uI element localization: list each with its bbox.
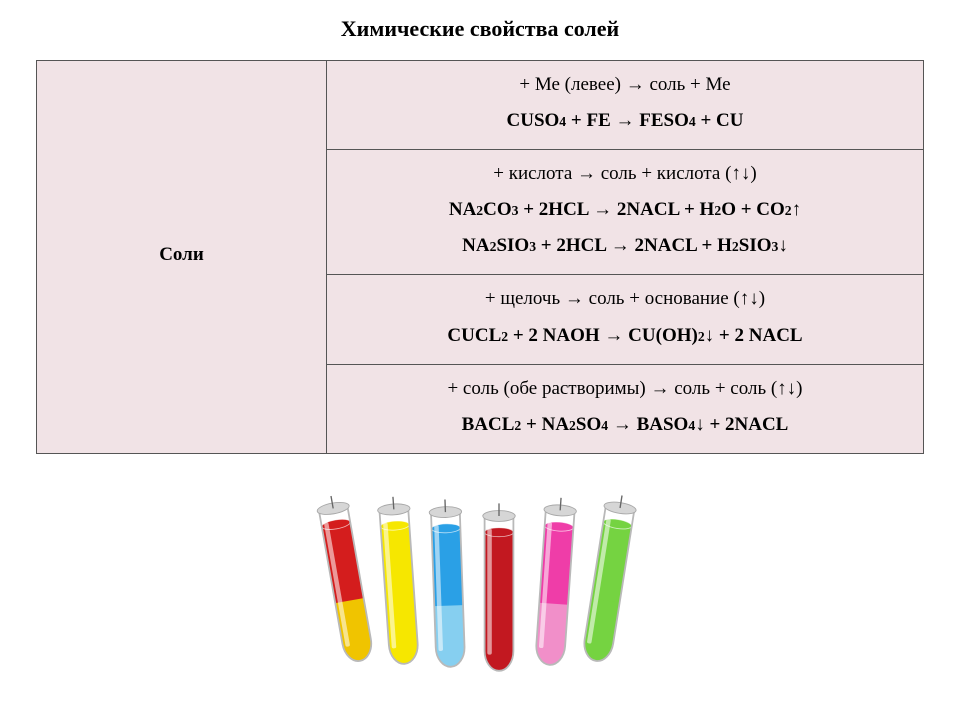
page-title: Химические свойства солей bbox=[36, 16, 924, 42]
reaction-desc: + соль (обе растворимы) → соль + соль (↑… bbox=[335, 371, 915, 407]
reaction-eq: BaCl2 + Na2SO4 → BaSO4↓ + 2NaCl bbox=[335, 407, 915, 443]
test-tubes-image bbox=[36, 480, 924, 681]
test-tube bbox=[472, 490, 526, 686]
test-tube bbox=[418, 485, 479, 683]
reaction-eq: Na2SiO3 + 2HCl → 2NaCl + H2SiO3↓ bbox=[335, 228, 915, 264]
reaction-acid: + кислота → соль + кислота (↑↓) Na2CO3 +… bbox=[327, 150, 924, 275]
reaction-desc: + Ме (левее) → соль + Ме bbox=[335, 67, 915, 103]
reaction-eq: CuSO4 + Fe → FeSO4 + Cu bbox=[335, 103, 915, 139]
reaction-metal: + Ме (левее) → соль + Ме CuSO4 + Fe → Fe… bbox=[327, 61, 924, 150]
reaction-eq: CuCl2 + 2 NaOH → Cu(OH)2↓ + 2 NaCl bbox=[335, 318, 915, 354]
reaction-desc: + кислота → соль + кислота (↑↓) bbox=[335, 156, 915, 192]
properties-table: Соли + Ме (левее) → соль + Ме CuSO4 + Fe… bbox=[36, 60, 924, 454]
reaction-desc: + щелочь → соль + основание (↑↓) bbox=[335, 281, 915, 317]
reaction-eq: Na2CO3 + 2HCl → 2NaCl + H2O + CO2↑ bbox=[335, 192, 915, 228]
reaction-base: + щелочь → соль + основание (↑↓) CuCl2 +… bbox=[327, 275, 924, 364]
row-header-salts: Соли bbox=[37, 61, 327, 454]
reaction-salt: + соль (обе растворимы) → соль + соль (↑… bbox=[327, 364, 924, 453]
